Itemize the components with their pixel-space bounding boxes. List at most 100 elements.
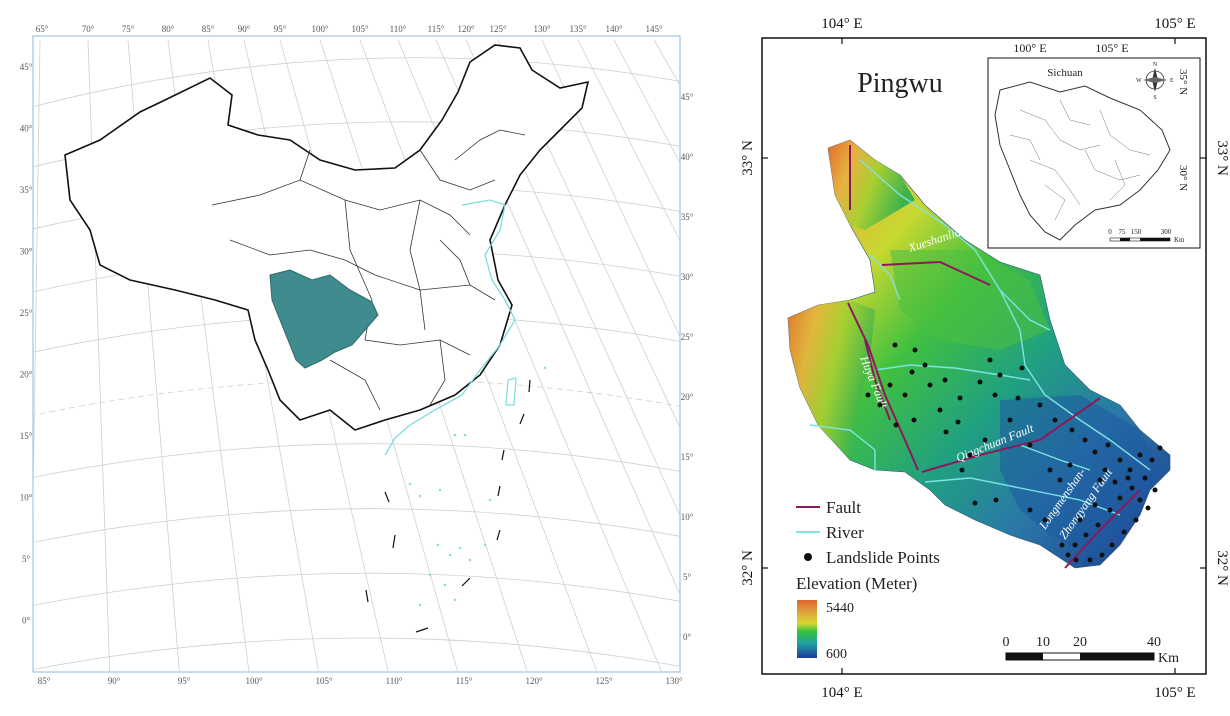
tick-label: 75° [122,24,135,34]
inset-scale-bar: 0 75 150 300 Km [1108,228,1185,244]
legend-elevation-title: Elevation (Meter) [796,574,917,593]
landslide-point [1121,529,1127,535]
landslide-point [957,395,963,401]
landslide-point [1019,365,1025,371]
landslide-point [1092,502,1098,508]
landslide-point [887,382,893,388]
landslide-point [972,500,978,506]
landslide-point [1107,507,1113,513]
tick-label: 15° [681,452,694,462]
landslide-point [1027,507,1033,513]
tick-label: 70° [82,24,95,34]
landslide-point [1149,457,1155,463]
tick-label: 100° [311,24,329,34]
landslide-point [1102,467,1108,473]
tick-label: 20° [681,392,694,402]
landslide-point [927,382,933,388]
tick-label: 45° [20,62,33,72]
landslide-point [1117,495,1123,501]
landslide-point [993,497,999,503]
tick-label: 95° [178,676,191,686]
svg-text:N: N [1153,62,1158,68]
tick-label: 125° [595,676,613,686]
tick-label: 5° [683,572,692,582]
landslide-point [1092,449,1098,455]
province-borders [211,129,526,411]
landslide-point [1042,517,1048,523]
landslide-points [865,342,1163,563]
inset-lon-105: 105° E [1095,41,1128,55]
landslide-point [1065,552,1071,558]
right-lat-label-32: 32° N [1214,550,1230,586]
islands [408,366,547,607]
landslide-point [987,357,993,363]
pingwu-elevation-map: 104° E 105° E 104° E 105° E 33° N 32° N … [740,16,1230,701]
sichuan-inset: 100° E 105° E Sichuan 35° N 30° N N E S … [987,41,1201,249]
landslide-point [911,417,917,423]
landslide-point [992,392,998,398]
tick-label: 30° [20,247,33,257]
landslide-point [1099,552,1105,558]
landslide-point [1057,477,1063,483]
tick-label: 40° [681,152,694,162]
tick-label: 120° [525,676,543,686]
scale-label-40: 40 [1147,635,1161,650]
scale-unit: Km [1158,651,1179,666]
compass-icon: N E S W [1136,62,1174,101]
landslide-point [1077,517,1083,523]
landslide-point [1117,457,1123,463]
tick-label: 30° [681,272,694,282]
landslide-point [943,429,949,435]
svg-text:W: W [1136,78,1142,84]
taiwan [505,377,517,406]
faults [847,145,1141,569]
tick-label: 20° [20,370,33,380]
frame-ticks [762,38,1206,674]
landslide-point [1067,462,1073,468]
landslide-point [1027,442,1033,448]
tick-label: 130° [533,24,551,34]
svg-text:Km: Km [1174,236,1185,244]
landslide-point [1082,437,1088,443]
tick-label: 135° [569,24,587,34]
tick-label: 120° [457,24,475,34]
elevation-colorbar [797,600,817,658]
landslide-point [1133,517,1139,523]
sichuan-highlight [269,269,379,369]
svg-text:E: E [1170,78,1174,84]
legend: Fault River Landslide Points Elevation (… [796,498,940,662]
bottom-longitude-ticks: 85° 90° 95° 100° 105° 110° 115° 120° 125° 130° [38,676,683,686]
landslide-point [1129,485,1135,491]
tick-label: 105° [351,24,369,34]
scale-label-20: 20 [1073,635,1087,650]
svg-text:150: 150 [1131,228,1142,236]
landslide-point [1095,522,1101,528]
tick-label: 140° [605,24,623,34]
landslide-point [1073,557,1079,563]
landslide-point [1037,402,1043,408]
landslide-point [982,437,988,443]
landslide-point [922,362,928,368]
landslide-point [1127,467,1133,473]
landslide-point [1007,417,1013,423]
landslide-point [1152,487,1158,493]
landslide-point [937,407,943,413]
landslide-point [1047,467,1053,473]
tick-label: 145° [645,24,663,34]
tick-label: 95° [274,24,287,34]
landslide-point [1015,395,1021,401]
landslide-point [912,347,918,353]
top-lon-label-105: 105° E [1154,16,1195,32]
landslide-point [1105,442,1111,448]
tick-label: 40° [20,124,33,134]
landslide-point [1097,477,1103,483]
landslide-point [959,467,965,473]
tick-label: 85° [202,24,215,34]
legend-river: River [826,523,864,542]
left-lat-label-33: 33° N [740,140,756,176]
inset-lon-100: 100° E [1013,41,1046,55]
legend-elev-max: 5440 [826,601,854,616]
top-longitude-ticks: 65° 70° 75° 80° 85° 90° 95° 100° 105° 110° 115° 120… [36,24,663,34]
inset-lat-35: 35° N [1177,69,1189,95]
landslide-point [865,392,871,398]
